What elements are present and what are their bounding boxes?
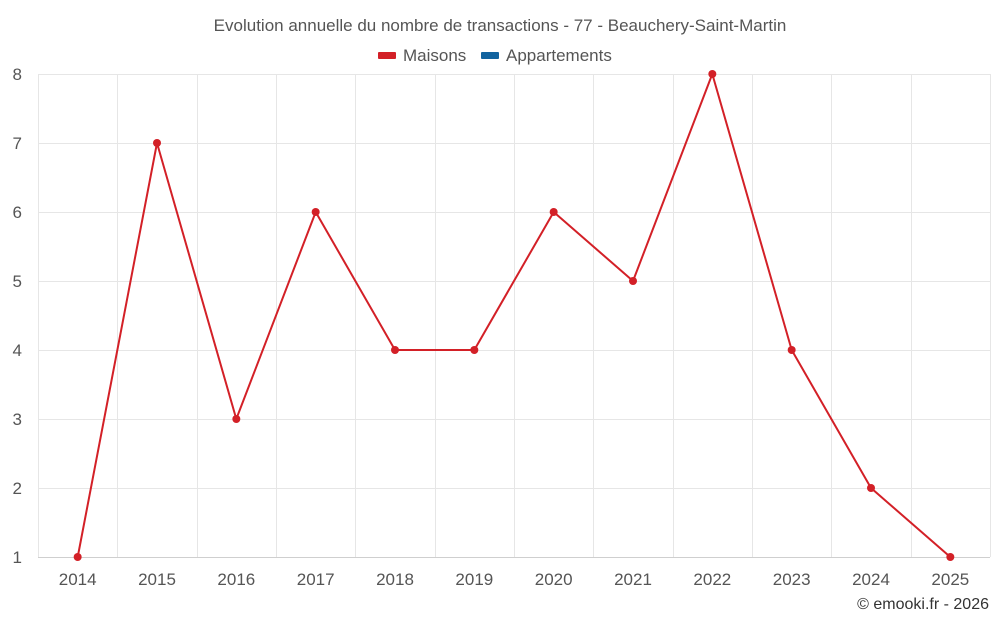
- series-line: [76, 73, 951, 558]
- legend: Maisons Appartements: [378, 46, 612, 65]
- y-tick-label: 8: [13, 65, 22, 84]
- data-point[interactable]: [787, 346, 796, 354]
- legend-label-maisons: Maisons: [403, 46, 466, 65]
- legend-item-appartements[interactable]: Appartements: [481, 46, 612, 65]
- x-tick-label: 2022: [693, 570, 731, 589]
- x-tick-label: 2016: [217, 570, 255, 589]
- data-point[interactable]: [470, 346, 479, 354]
- x-tick-label: 2018: [376, 570, 414, 589]
- legend-item-maisons[interactable]: Maisons: [378, 46, 466, 65]
- y-tick-label: 4: [13, 341, 22, 360]
- x-tick-label: 2014: [59, 570, 97, 589]
- data-point[interactable]: [629, 277, 637, 285]
- data-point[interactable]: [867, 484, 875, 492]
- legend-swatch-appartements: [481, 52, 499, 59]
- data-point[interactable]: [391, 346, 399, 354]
- data-point[interactable]: [73, 553, 82, 561]
- x-tick-label: 2024: [852, 570, 890, 589]
- x-tick-label: 2020: [535, 570, 573, 589]
- x-tick-label: 2025: [931, 570, 969, 589]
- legend-label-appartements: Appartements: [506, 46, 612, 65]
- y-tick-label: 1: [13, 548, 22, 567]
- x-tick-label: 2021: [614, 570, 652, 589]
- y-tick-label: 3: [13, 410, 22, 429]
- series-maisons: [73, 70, 955, 561]
- data-point[interactable]: [311, 208, 320, 216]
- x-tick-label: 2015: [138, 570, 176, 589]
- legend-swatch-maisons: [378, 52, 396, 59]
- data-point[interactable]: [232, 415, 241, 423]
- y-tick-label: 5: [13, 272, 22, 291]
- x-axis-ticks: 2014 2015 2016 2017 2018 2019 2020 2021 2022 2023…: [59, 570, 969, 589]
- y-axis-ticks: 1 2 3 4 5 6 7 8: [13, 65, 22, 567]
- y-tick-label: 6: [13, 203, 22, 222]
- y-tick-label: 2: [13, 479, 22, 498]
- y-tick-label: 7: [13, 134, 22, 153]
- data-point[interactable]: [153, 139, 161, 147]
- data-point[interactable]: [946, 553, 955, 561]
- x-tick-label: 2019: [455, 570, 493, 589]
- data-point[interactable]: [708, 70, 717, 78]
- chart-title: Evolution annuelle du nombre de transact…: [214, 16, 787, 35]
- credit-text: © emooki.fr - 2026: [857, 596, 989, 613]
- data-point[interactable]: [549, 208, 558, 216]
- x-tick-label: 2017: [297, 570, 335, 589]
- grid: [38, 74, 991, 558]
- x-tick-label: 2023: [773, 570, 811, 589]
